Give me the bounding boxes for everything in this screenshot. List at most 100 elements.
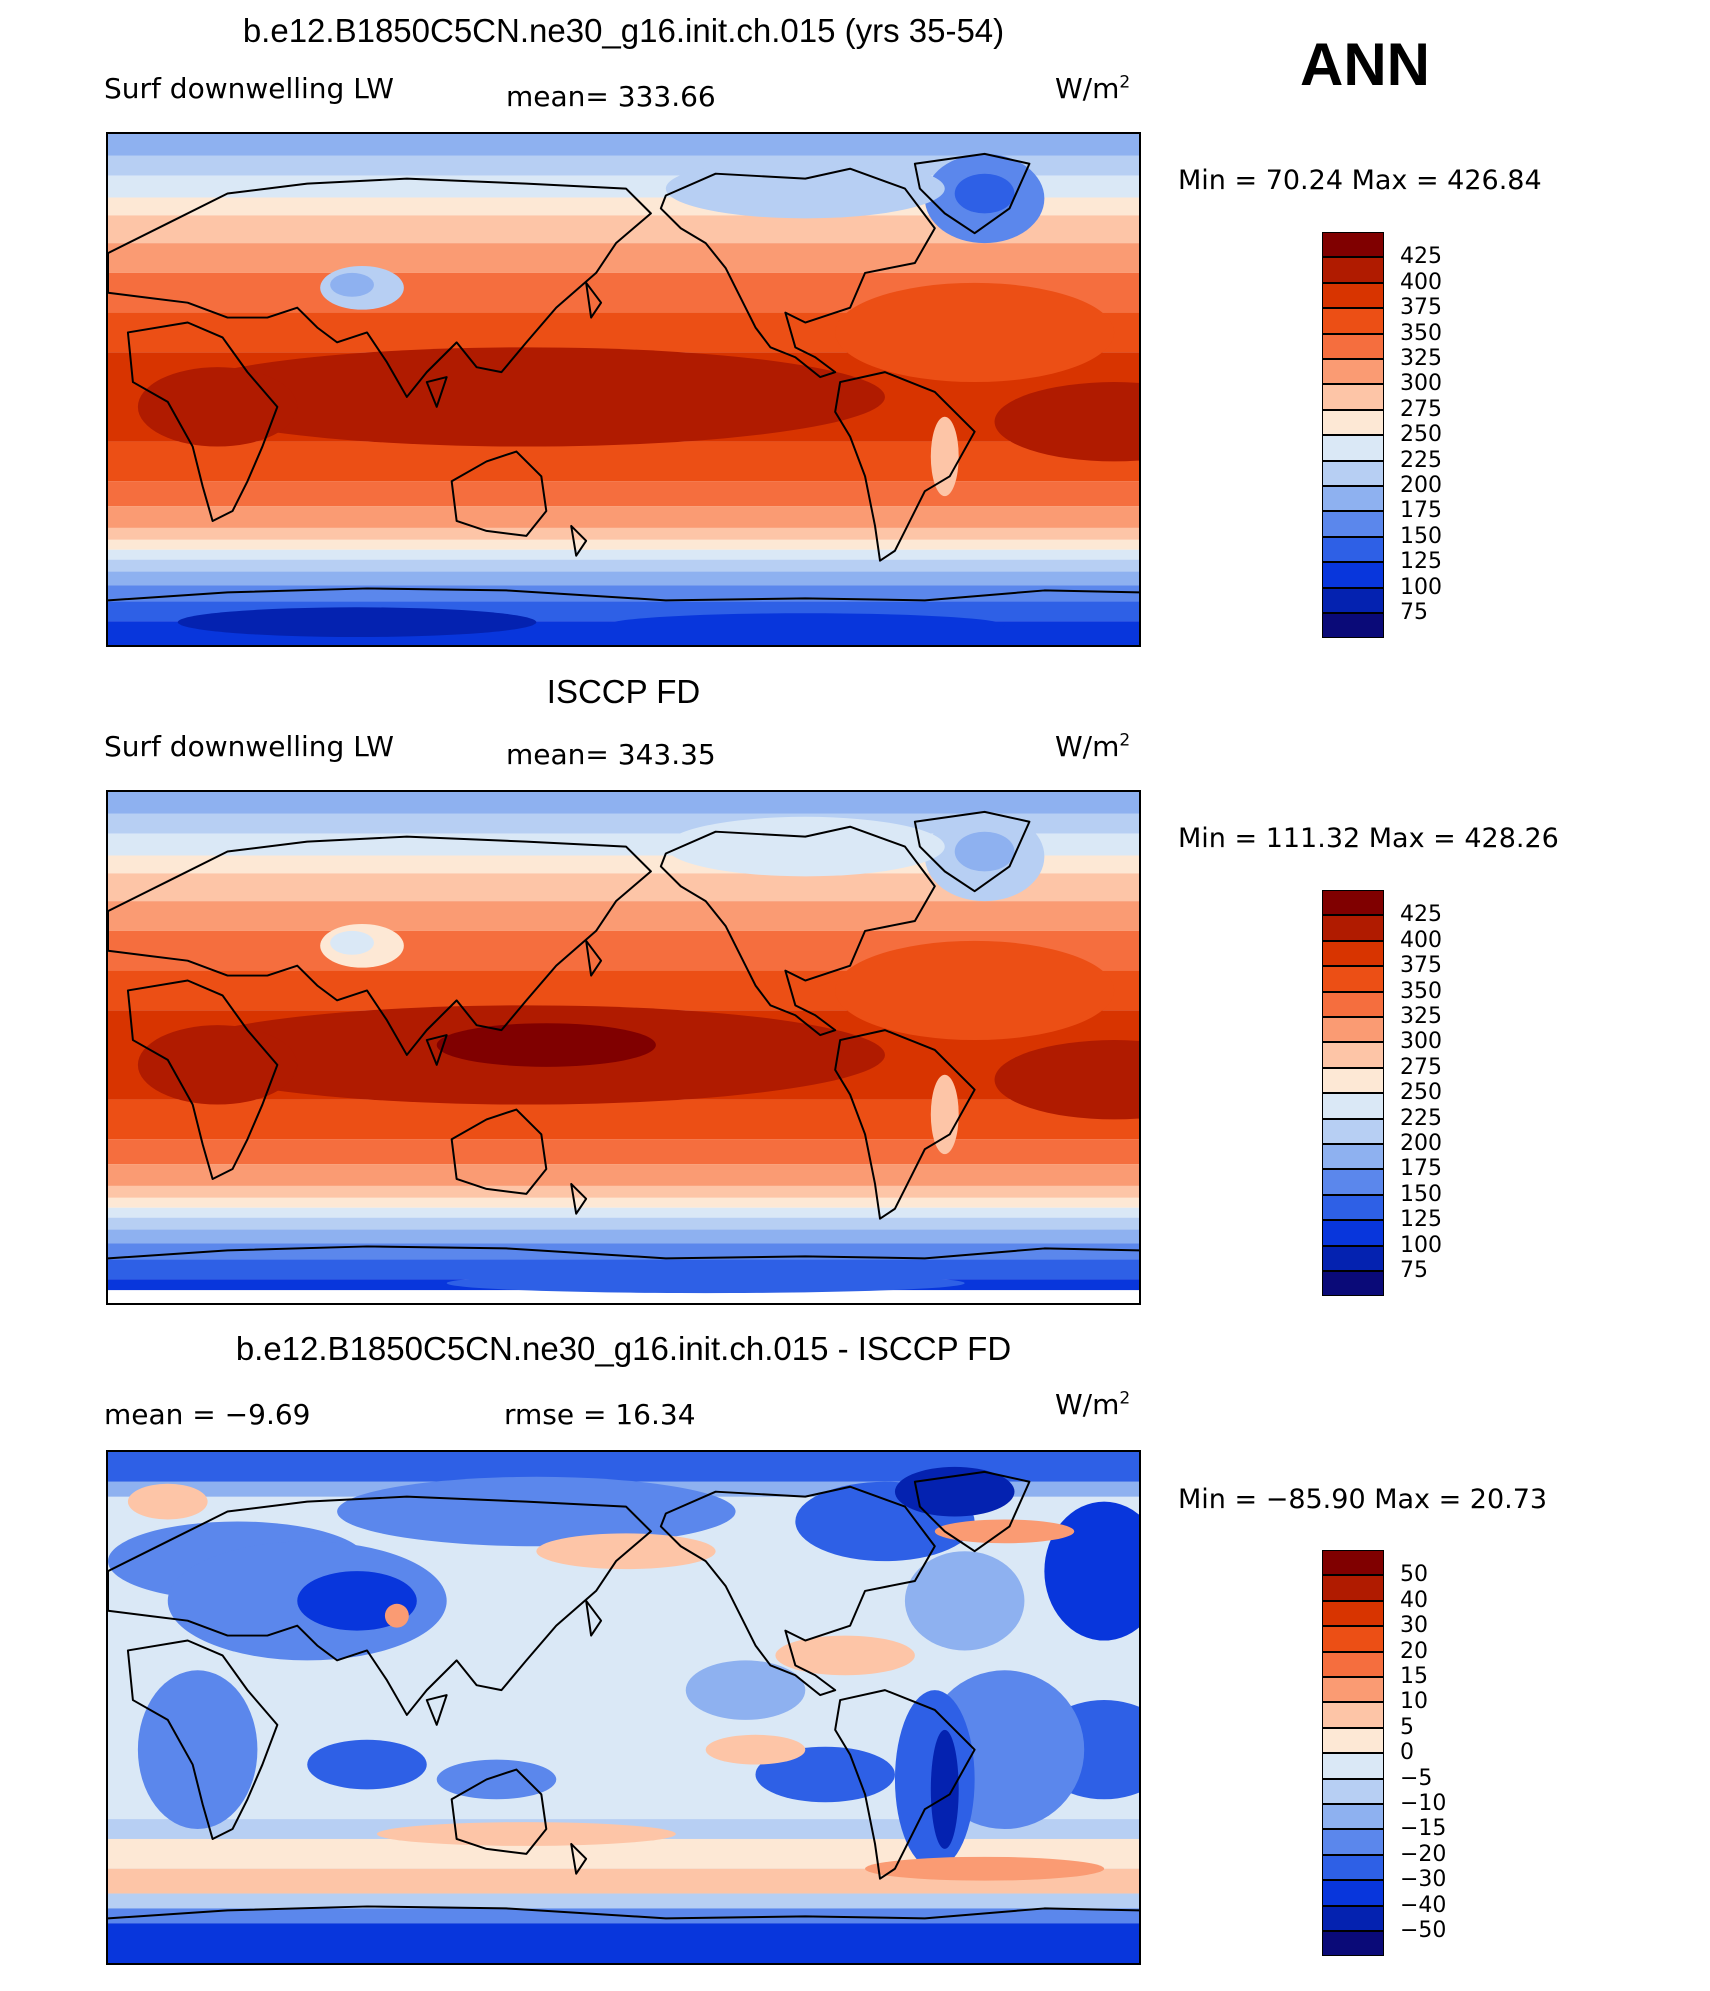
colorbar: 425 400 375 350 325 300 275 250 225 200 175 150 125 1… <box>1322 890 1442 1297</box>
contour-blob <box>384 1603 409 1628</box>
contour-blob <box>536 1533 716 1570</box>
contour-blob <box>934 1519 1075 1544</box>
colorbar-tick-label: 5 <box>1400 1714 1414 1740</box>
colorbar-tick-label: 100 <box>1400 574 1442 600</box>
colorbar-tick-label: 400 <box>1400 927 1442 953</box>
contour-band <box>108 1243 1139 1260</box>
coastline <box>126 979 279 1180</box>
coastline <box>659 825 936 1037</box>
coastline <box>126 1639 279 1840</box>
coastline <box>570 1842 588 1875</box>
contour-blob <box>330 930 374 955</box>
units-label: W/m2 <box>1055 730 1131 763</box>
coastline <box>659 167 936 379</box>
colorbar-tick-label: 30 <box>1400 1613 1428 1639</box>
panel-title: ISCCP FD <box>546 673 701 710</box>
colorbar-swatch <box>1322 1651 1384 1677</box>
coastline <box>450 1108 548 1195</box>
contour-blob <box>137 1025 298 1105</box>
colorbar-swatch <box>1322 1854 1384 1881</box>
coastline <box>570 524 588 557</box>
colorbar-tick-label: −15 <box>1400 1816 1447 1842</box>
min-max-label: Min = 111.32 Max = 428.26 <box>1178 823 1559 854</box>
colorbar-tick-label: 375 <box>1400 295 1442 321</box>
contour-band <box>108 549 1139 560</box>
colorbar-swatch <box>1322 435 1384 461</box>
colorbar-swatch <box>1322 1677 1384 1703</box>
andes-cold <box>930 416 959 497</box>
colorbar-tick-label: 300 <box>1400 1029 1442 1055</box>
contour-band <box>108 1099 1139 1140</box>
contour-band <box>108 1217 1139 1230</box>
units-label: W/m2 <box>1055 72 1131 105</box>
contour-band <box>108 481 1139 507</box>
colorbar-tick-label: 400 <box>1400 269 1442 295</box>
colorbar-swatch <box>1322 333 1384 359</box>
contour-blob <box>904 1551 1025 1651</box>
colorbar-swatch <box>1322 1067 1384 1094</box>
colorbar-swatch <box>1322 1271 1384 1297</box>
coastline <box>585 939 603 977</box>
colorbar-tick-label: 10 <box>1400 1689 1428 1715</box>
colorbar-swatch <box>1322 1220 1384 1246</box>
contour-blob <box>835 282 1115 383</box>
colorbar-tick-label: 40 <box>1400 1587 1428 1613</box>
map-difference <box>106 1450 1141 1965</box>
colorbar-swatch <box>1322 486 1384 512</box>
colorbar-tick-label: 300 <box>1400 371 1442 397</box>
panel-title: b.e12.B1850C5CN.ne30_g16.init.ch.015 (yr… <box>242 12 1005 49</box>
contour-blob <box>137 1670 258 1830</box>
colorbar: 50 40 30 20 15 10 5 0 −5 −10 −15 −20 −30 −40 −50 <box>1322 1550 1446 1957</box>
colorbar-swatch <box>1322 282 1384 309</box>
season-label: ANN <box>1300 31 1430 98</box>
colorbar-swatch <box>1322 257 1384 283</box>
contour-blob <box>994 382 1139 462</box>
contour-band <box>108 527 1139 540</box>
colorbar-swatch <box>1322 1550 1384 1576</box>
colorbar-swatch <box>1322 1042 1384 1068</box>
colorbar-tick-label: 75 <box>1400 600 1428 625</box>
map-canvas <box>108 792 1139 1303</box>
contour-blob <box>307 1739 427 1790</box>
colorbar-tick-label: 250 <box>1400 1080 1442 1106</box>
colorbar-swatch <box>1322 966 1384 992</box>
map-model <box>106 132 1141 647</box>
colorbar-tick-label: −50 <box>1400 1918 1447 1943</box>
colorbar-tick-label: 275 <box>1400 1054 1442 1080</box>
colorbar-tick-label: 125 <box>1400 549 1442 575</box>
coastline <box>425 376 448 408</box>
contour-blob <box>177 607 537 638</box>
colorbar-swatch <box>1322 1245 1384 1271</box>
colorbar-swatch <box>1322 1880 1384 1906</box>
colorbar-tick-label: 250 <box>1400 422 1442 448</box>
contour-blob <box>330 272 374 297</box>
contour-blob <box>755 1746 895 1803</box>
colorbar-swatch <box>1322 1017 1384 1043</box>
contour-blob <box>376 1822 676 1846</box>
contour-blob <box>705 1734 806 1765</box>
contour-band <box>108 243 1139 273</box>
contour-blob <box>137 367 298 447</box>
colorbar-swatch <box>1322 915 1384 941</box>
contour-band <box>108 1229 1139 1244</box>
colorbar-tick-label: 425 <box>1400 244 1442 270</box>
coastline <box>108 177 652 398</box>
colorbar-swatch <box>1322 460 1384 486</box>
colorbar-tick-label: 20 <box>1400 1638 1428 1664</box>
coastline <box>108 835 652 1056</box>
contour-blob <box>1044 1501 1139 1641</box>
contour-band <box>108 539 1139 550</box>
colorbar-swatch <box>1322 232 1384 258</box>
contour-band <box>108 1185 1139 1198</box>
contour-band <box>108 585 1139 602</box>
mean-label: mean= 333.66 <box>506 80 716 113</box>
colorbar-tick-label: 150 <box>1400 1181 1442 1207</box>
andes-cold <box>930 1074 959 1155</box>
contour-blob <box>665 158 945 219</box>
contour-band <box>108 1139 1139 1165</box>
colorbar-tick-label: 175 <box>1400 498 1442 524</box>
colorbar-tick-label: 150 <box>1400 523 1442 549</box>
colorbar-swatch <box>1322 1144 1384 1170</box>
colorbar-swatch <box>1322 1829 1384 1855</box>
colorbar-tick-label: −20 <box>1400 1841 1447 1867</box>
